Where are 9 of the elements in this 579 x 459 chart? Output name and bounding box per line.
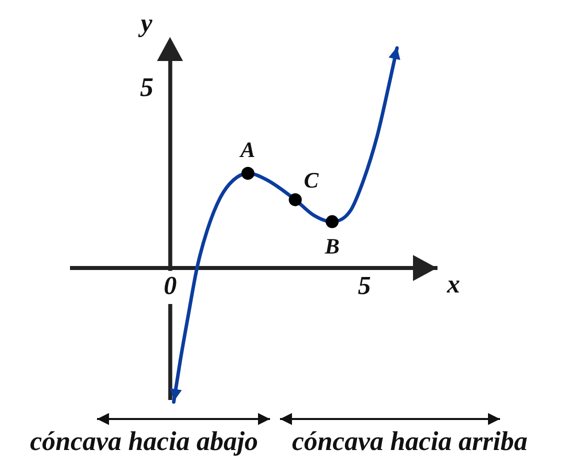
annotation: 5 [140, 72, 154, 103]
y-axis-title: y [138, 8, 153, 38]
text: cóncava hacia arriba [292, 426, 528, 457]
annotation: A [238, 137, 256, 162]
x-axis-title: x [446, 270, 460, 299]
annotation: B [324, 233, 340, 258]
x-tick-label: 0 [164, 271, 177, 300]
text: cóncava hacia abajo [30, 426, 258, 457]
annotation: C [304, 167, 319, 192]
